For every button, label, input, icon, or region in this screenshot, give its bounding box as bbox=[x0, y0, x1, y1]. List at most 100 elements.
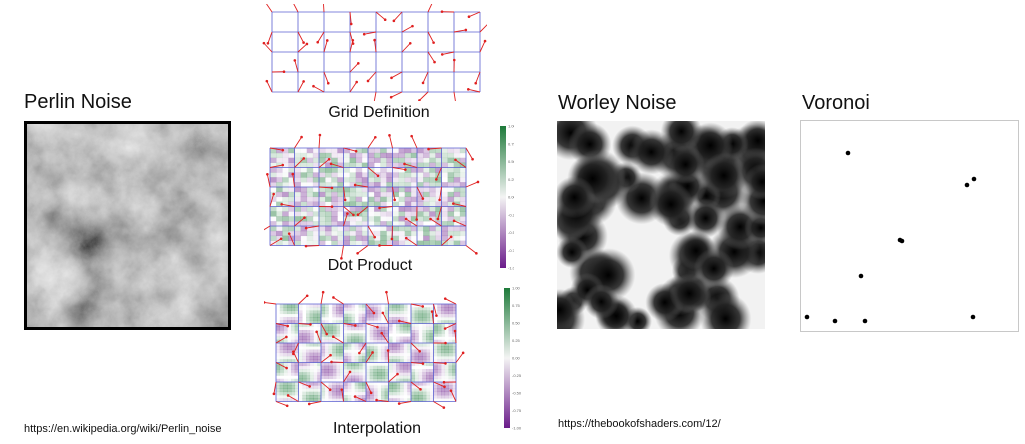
field-cell bbox=[309, 388, 314, 393]
field-cell bbox=[422, 356, 427, 360]
field-cell bbox=[362, 307, 367, 311]
field-cell bbox=[388, 356, 393, 360]
field-cell bbox=[423, 235, 430, 241]
field-cell bbox=[396, 365, 401, 370]
field-cell bbox=[349, 201, 357, 207]
field-cell bbox=[396, 307, 401, 311]
field-cell bbox=[388, 369, 393, 373]
field-cell bbox=[459, 196, 467, 202]
gradient-vector bbox=[318, 158, 330, 168]
vector-head bbox=[396, 372, 399, 376]
field-cell bbox=[313, 362, 318, 367]
vector-head bbox=[452, 219, 456, 223]
field-cell bbox=[404, 240, 412, 246]
gradient-vector bbox=[465, 245, 477, 254]
field-cell bbox=[410, 201, 418, 207]
field-cell bbox=[392, 187, 399, 193]
field-cell bbox=[319, 167, 326, 173]
field-cell bbox=[388, 395, 393, 399]
field-cell bbox=[343, 221, 350, 227]
field-cell bbox=[426, 382, 431, 386]
field-cell bbox=[343, 323, 348, 328]
field-cell bbox=[313, 356, 318, 360]
field-cell bbox=[423, 172, 430, 178]
field-cell bbox=[417, 221, 424, 227]
field-cell bbox=[317, 323, 322, 328]
field-cell bbox=[441, 221, 448, 227]
field-cell bbox=[453, 187, 461, 193]
field-cell bbox=[298, 378, 303, 383]
vector-head bbox=[281, 148, 285, 152]
field-cell bbox=[459, 201, 467, 207]
field-cell bbox=[396, 313, 401, 318]
field-cell bbox=[287, 320, 292, 324]
field-cell bbox=[422, 307, 427, 311]
field-cell bbox=[279, 365, 284, 370]
field-cell bbox=[291, 388, 296, 393]
field-cell bbox=[302, 359, 307, 363]
field-cell bbox=[321, 336, 326, 341]
field-cell bbox=[276, 201, 283, 207]
field-cell bbox=[351, 346, 356, 350]
field-cell bbox=[362, 310, 367, 315]
field-cell bbox=[453, 191, 461, 198]
field-cell bbox=[362, 375, 367, 380]
vector-head bbox=[286, 394, 290, 397]
vector-head bbox=[291, 172, 295, 176]
field-cell bbox=[347, 369, 352, 373]
field-cell bbox=[377, 363, 381, 367]
field-cell bbox=[368, 221, 374, 226]
field-cell bbox=[369, 326, 374, 331]
field-cell bbox=[422, 388, 427, 393]
field-cell bbox=[282, 191, 289, 198]
field-cell bbox=[283, 391, 288, 396]
field-cell bbox=[417, 152, 424, 159]
field-cell bbox=[312, 191, 320, 198]
field-cell bbox=[437, 375, 442, 380]
field-cell bbox=[306, 304, 311, 308]
field-cell bbox=[287, 362, 292, 367]
field-cell bbox=[400, 395, 404, 399]
field-cell bbox=[403, 359, 408, 363]
gradient-vector bbox=[349, 40, 354, 53]
gradient-vector bbox=[323, 4, 325, 13]
field-cell bbox=[362, 352, 367, 357]
field-cell bbox=[447, 162, 455, 168]
field-cell bbox=[324, 372, 329, 376]
field-cell bbox=[404, 353, 408, 357]
field-cell bbox=[347, 330, 351, 334]
field-cell bbox=[321, 385, 326, 389]
gradient-vector bbox=[439, 186, 442, 200]
gradient-vector bbox=[427, 51, 435, 63]
field-cell bbox=[398, 148, 406, 154]
gradient-vector bbox=[269, 238, 282, 246]
gradient-vector bbox=[410, 362, 423, 365]
gradient-vector bbox=[309, 401, 322, 405]
field-cell bbox=[368, 240, 375, 246]
gradient-vector bbox=[294, 217, 305, 227]
field-cell bbox=[368, 201, 375, 207]
field-cell bbox=[433, 365, 438, 370]
field-cell bbox=[429, 349, 434, 354]
field-cell bbox=[306, 221, 314, 227]
vector-head bbox=[282, 70, 286, 73]
field-cell bbox=[459, 191, 467, 198]
field-cell bbox=[361, 240, 369, 246]
field-cell bbox=[411, 378, 416, 383]
field-cell bbox=[398, 201, 406, 207]
field-cell bbox=[407, 359, 412, 363]
perlin-source-url: https://en.wikipedia.org/wiki/Perlin_noi… bbox=[24, 423, 222, 435]
field-cell bbox=[396, 304, 401, 308]
field-cell bbox=[426, 307, 431, 311]
field-cell bbox=[321, 310, 326, 315]
field-cell bbox=[332, 385, 337, 389]
field-cell bbox=[429, 162, 436, 168]
vector-head bbox=[325, 39, 329, 42]
field-cell bbox=[287, 378, 292, 383]
field-cell bbox=[437, 382, 442, 386]
vector-head bbox=[329, 353, 332, 357]
field-cell bbox=[384, 375, 389, 380]
field-cell bbox=[396, 352, 401, 357]
field-cell bbox=[339, 307, 344, 311]
field-cell bbox=[279, 385, 284, 389]
